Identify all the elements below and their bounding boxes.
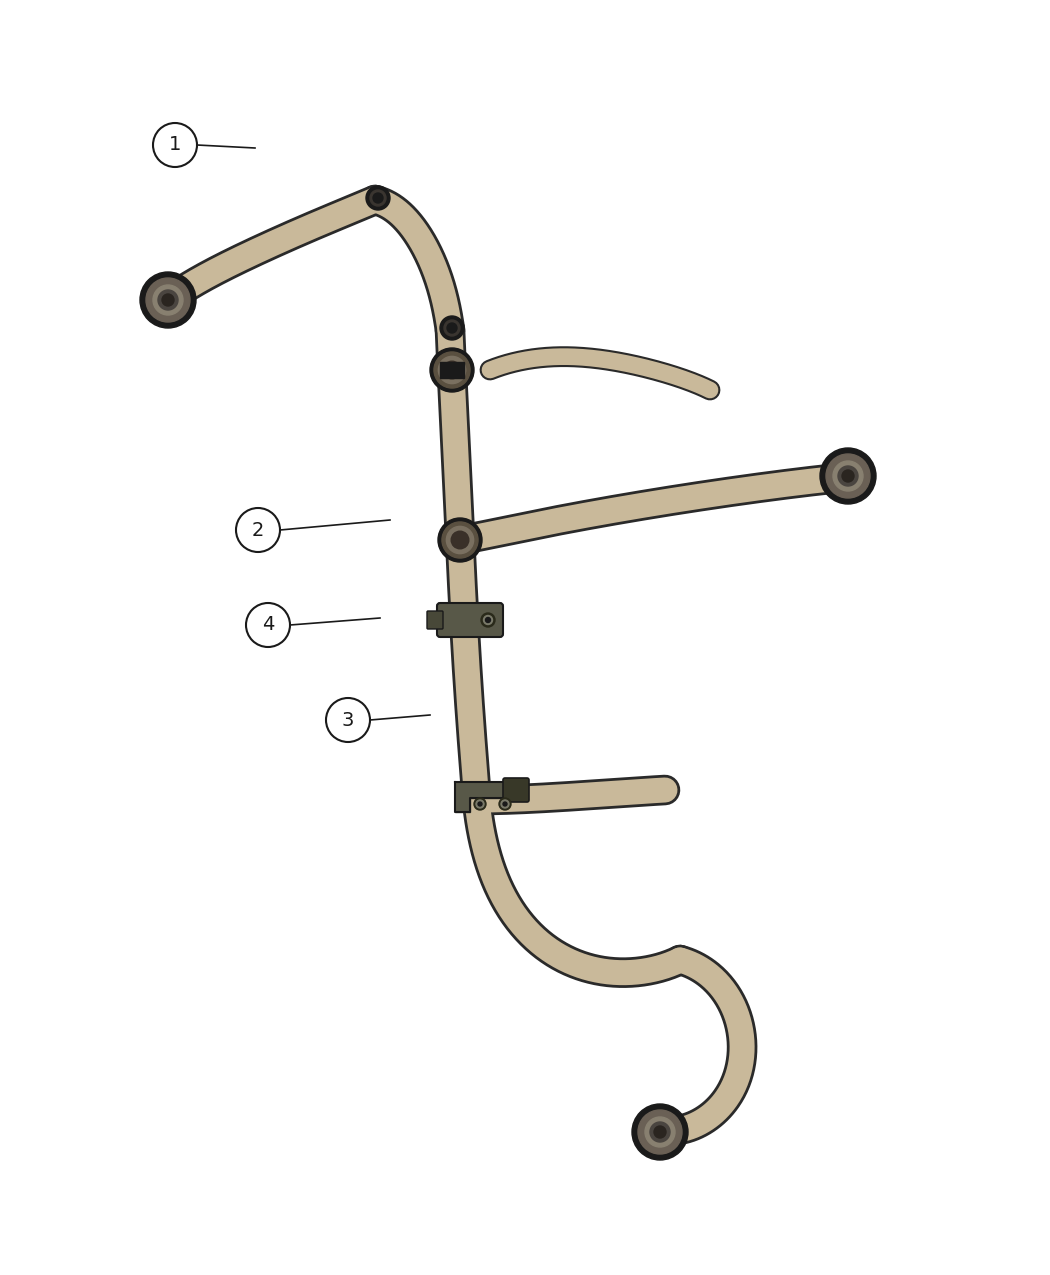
Circle shape (842, 470, 854, 482)
Circle shape (140, 272, 196, 328)
Circle shape (153, 286, 183, 315)
Circle shape (478, 802, 482, 806)
Circle shape (474, 798, 486, 810)
Circle shape (452, 532, 468, 548)
Circle shape (442, 521, 478, 558)
Circle shape (838, 465, 858, 486)
Circle shape (366, 186, 390, 210)
Circle shape (443, 361, 461, 379)
Text: 4: 4 (261, 616, 274, 635)
Circle shape (446, 527, 474, 553)
Circle shape (833, 462, 863, 491)
Circle shape (438, 356, 465, 384)
Circle shape (632, 1104, 688, 1160)
Circle shape (370, 190, 386, 207)
Circle shape (650, 1122, 670, 1142)
Circle shape (434, 352, 470, 388)
Circle shape (153, 122, 197, 167)
Circle shape (158, 289, 179, 310)
Circle shape (326, 697, 370, 742)
FancyBboxPatch shape (503, 778, 529, 802)
Circle shape (236, 507, 280, 552)
Circle shape (444, 320, 460, 337)
Circle shape (246, 603, 290, 646)
Circle shape (645, 1117, 675, 1148)
FancyBboxPatch shape (440, 362, 464, 377)
Circle shape (503, 802, 507, 806)
Circle shape (483, 616, 492, 625)
Text: 2: 2 (252, 520, 265, 539)
Circle shape (440, 316, 464, 340)
Circle shape (654, 1126, 666, 1139)
Polygon shape (455, 782, 525, 812)
Circle shape (373, 193, 383, 203)
Text: 1: 1 (169, 135, 182, 154)
FancyBboxPatch shape (427, 611, 443, 629)
Circle shape (820, 448, 876, 504)
Circle shape (501, 799, 509, 808)
Circle shape (826, 454, 870, 499)
Circle shape (162, 295, 174, 306)
Circle shape (146, 278, 190, 323)
Circle shape (499, 798, 511, 810)
Text: 3: 3 (342, 710, 354, 729)
Circle shape (485, 617, 490, 622)
Circle shape (438, 518, 482, 562)
Circle shape (447, 323, 457, 333)
Circle shape (430, 348, 474, 391)
FancyBboxPatch shape (437, 603, 503, 638)
Circle shape (476, 799, 484, 808)
Circle shape (481, 613, 495, 627)
Circle shape (638, 1111, 682, 1154)
